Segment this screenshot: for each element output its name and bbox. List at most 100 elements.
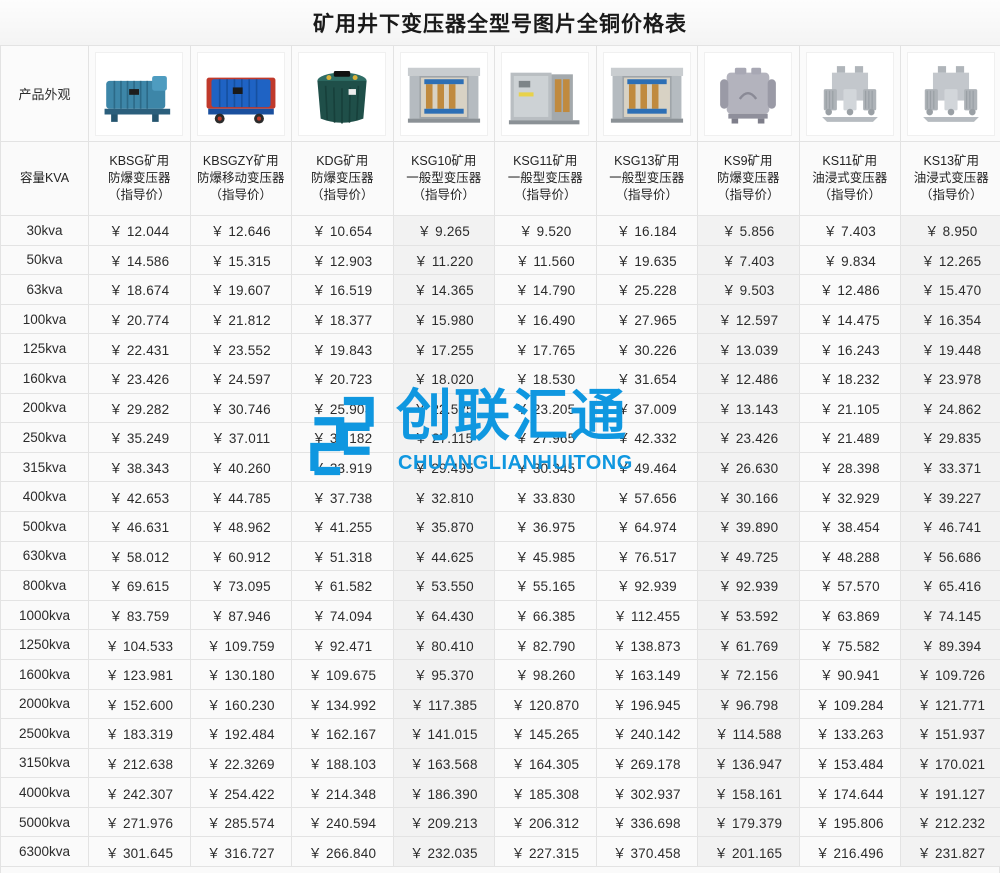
transformer-cabinet-open-doors-icon <box>399 51 488 136</box>
price-cell: ￥ 87.946 <box>189 599 292 631</box>
price-cell: ￥ 9.265 <box>392 215 495 246</box>
price-cell: ￥ 12.486 <box>798 274 901 305</box>
capacity-cell: 2500kva <box>0 718 89 749</box>
product-image-cell <box>88 45 191 142</box>
price-cell: ￥ 162.167 <box>291 718 394 749</box>
price-cell: ￥ 23.426 <box>88 362 191 394</box>
price-cell: ￥ 30.345 <box>494 451 597 483</box>
price-cell: ￥ 33.919 <box>291 451 394 483</box>
column-header-line-2: 一般型变压器 <box>609 171 685 186</box>
price-cell: ￥ 195.806 <box>798 806 901 838</box>
price-cell: ￥ 49.464 <box>595 451 698 483</box>
column-header-line-1: KS11矿用 <box>822 154 878 169</box>
price-cell: ￥ 32.810 <box>392 481 495 512</box>
price-cell: ￥ 212.232 <box>900 806 1000 838</box>
capacity-cell: 6300kva <box>0 836 89 868</box>
price-cell: ￥ 15.980 <box>392 303 495 335</box>
price-cell: ￥ 117.385 <box>392 688 495 720</box>
price-cell: ￥ 66.385 <box>494 599 597 631</box>
product-image-cell <box>595 45 698 142</box>
price-cell: ￥ 20.723 <box>291 362 394 394</box>
price-cell: ￥ 9.520 <box>494 215 597 246</box>
price-cell: ￥ 18.377 <box>291 303 394 335</box>
price-cell: ￥ 29.835 <box>900 422 1000 453</box>
column-header-ks13: KS13矿用 油浸式变压器 （指导价） <box>900 141 1000 216</box>
price-cell: ￥ 22.431 <box>88 333 191 364</box>
transformer-green-cylindrical-icon <box>298 51 387 136</box>
transformer-blue-explosion-proof-icon <box>95 51 184 136</box>
column-header-row: 容量KVA KBSG矿用 防爆变压器 （指导价） KBSGZY矿用 防爆移动变压器 （指导价… <box>0 141 1000 216</box>
column-header-ksg11: KSG11矿用 一般型变压器 （指导价） <box>494 141 597 216</box>
column-header-line-2: 防爆移动变压器 <box>196 171 285 186</box>
table-row: 5000kva ￥ 271.976 ￥ 285.574 ￥ 240.594 ￥ 209.… <box>0 806 1000 838</box>
price-cell: ￥ 12.265 <box>900 244 1000 276</box>
price-cell: ￥ 35.870 <box>392 510 495 542</box>
table-row: 3150kva ￥ 212.638 ￥ 22.3269 ￥ 188.103 ￥ 163.… <box>0 747 1000 779</box>
column-header-line-3: （指导价） <box>107 187 171 202</box>
column-header-line-1: KSG13矿用 <box>614 154 680 169</box>
price-cell: ￥ 46.631 <box>88 510 191 542</box>
table-row: 2500kva ￥ 183.319 ￥ 192.484 ￥ 162.167 ￥ 141.… <box>0 718 1000 749</box>
price-cell: ￥ 74.094 <box>291 599 394 631</box>
price-cell: ￥ 49.725 <box>697 540 800 572</box>
column-header-line-2: 油浸式变压器 <box>913 171 989 186</box>
contact-bar: 联系人： 王经理 手机： 13263317831 <box>0 867 1000 873</box>
column-header-line-3: （指导价） <box>615 187 678 202</box>
price-cell: ￥ 48.288 <box>798 540 901 572</box>
price-cell: ￥ 11.560 <box>494 244 597 276</box>
column-header-line-1: KDG矿用 <box>316 154 369 169</box>
price-cell: ￥ 254.422 <box>189 777 292 808</box>
price-cell: ￥ 44.625 <box>392 540 495 572</box>
price-cell: ￥ 21.105 <box>798 392 901 424</box>
table-row: 1000kva ￥ 83.759 ￥ 87.946 ￥ 74.094 ￥ 64.430 ￥… <box>0 599 1000 631</box>
price-cell: ￥ 30.746 <box>189 392 292 424</box>
price-cell: ￥ 240.594 <box>291 806 394 838</box>
price-cell: ￥ 179.379 <box>697 806 800 838</box>
price-cell: ￥ 158.161 <box>697 777 800 808</box>
price-cell: ￥ 39.890 <box>697 510 800 542</box>
price-cell: ￥ 36.975 <box>494 510 597 542</box>
capacity-cell: 50kva <box>0 244 89 276</box>
price-cell: ￥ 19.635 <box>595 244 698 276</box>
table-row: 800kva ￥ 69.615 ￥ 73.095 ￥ 61.582 ￥ 53.550 ￥ … <box>0 570 1000 601</box>
table-row: 500kva ￥ 46.631 ￥ 48.962 ￥ 41.255 ￥ 35.870 ￥ … <box>0 510 1000 542</box>
price-cell: ￥ 27.115 <box>392 422 495 453</box>
price-cell: ￥ 18.232 <box>798 362 901 394</box>
price-cell: ￥ 164.305 <box>494 747 597 779</box>
price-cell: ￥ 38.343 <box>88 451 191 483</box>
price-cell: ￥ 370.458 <box>595 836 698 868</box>
price-cell: ￥ 19.843 <box>291 333 394 364</box>
price-cell: ￥ 89.394 <box>900 629 1000 660</box>
price-cell: ￥ 13.039 <box>697 333 800 364</box>
price-cell: ￥ 92.939 <box>595 570 698 601</box>
price-cell: ￥ 8.950 <box>900 215 1000 246</box>
capacity-cell: 125kva <box>0 333 89 364</box>
price-cell: ￥ 214.348 <box>291 777 394 808</box>
capacity-cell: 1250kva <box>0 629 89 660</box>
price-cell: ￥ 9.503 <box>697 274 800 305</box>
column-header-ks11: KS11矿用 油浸式变压器 （指导价） <box>798 141 901 216</box>
capacity-cell: 5000kva <box>0 806 89 838</box>
price-cell: ￥ 24.862 <box>900 392 1000 424</box>
column-header-line-1: KS9矿用 <box>723 154 773 169</box>
price-cell: ￥ 23.978 <box>900 362 1000 394</box>
price-cell: ￥ 23.426 <box>697 422 800 453</box>
product-image-cell <box>189 45 292 142</box>
capacity-cell: 200kva <box>0 392 89 424</box>
price-cell: ￥ 174.644 <box>798 777 901 808</box>
capacity-label: 容量KVA <box>0 141 89 216</box>
column-header-ksg13: KSG13矿用 一般型变压器 （指导价） <box>595 141 698 216</box>
price-cell: ￥ 31.182 <box>291 422 394 453</box>
capacity-cell: 2000kva <box>0 688 89 720</box>
table-row: 160kva ￥ 23.426 ￥ 24.597 ￥ 20.723 ￥ 18.020 ￥ … <box>0 362 1000 394</box>
price-cell: ￥ 55.165 <box>494 570 597 601</box>
price-cell: ￥ 10.654 <box>291 215 394 246</box>
price-cell: ￥ 48.962 <box>189 510 292 542</box>
product-image-cell <box>494 45 597 142</box>
page-title: 矿用井下变压器全型号图片全铜价格表 <box>313 12 687 36</box>
price-cell: ￥ 192.484 <box>189 718 292 749</box>
price-table: 产品外观 容量KVA KBSG矿用 防爆变压器 （指导价） KBSGZY矿用 防爆移动变压器… <box>0 45 1000 868</box>
column-header-line-3: （指导价） <box>209 187 272 202</box>
price-cell: ￥ 32.929 <box>798 481 901 512</box>
price-cell: ￥ 46.741 <box>900 510 1000 542</box>
